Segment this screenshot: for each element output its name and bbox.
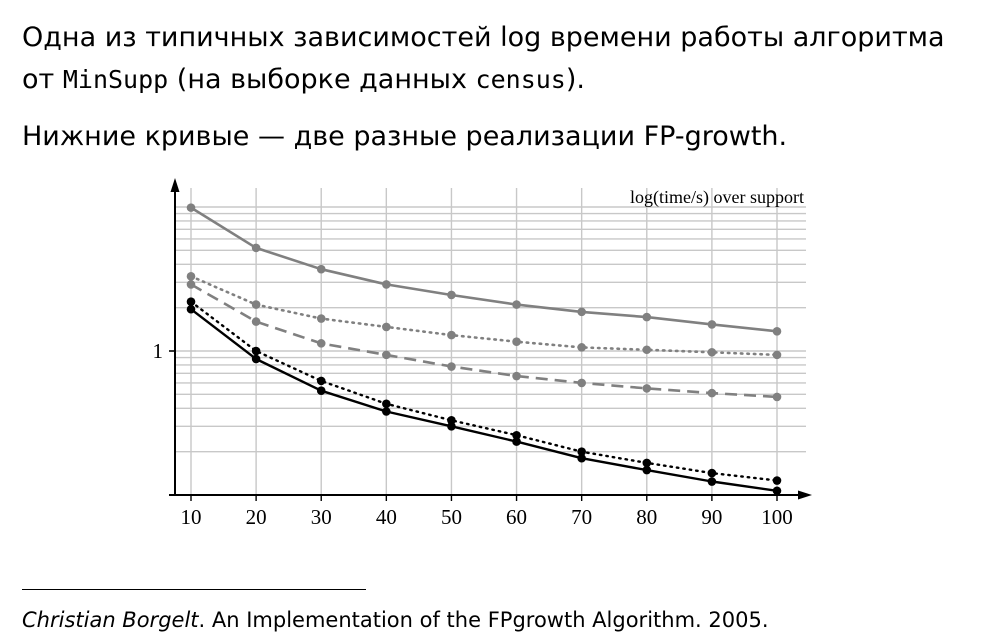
series-5-point bbox=[382, 407, 391, 416]
series-4-point bbox=[316, 376, 326, 386]
series-5-point bbox=[447, 421, 456, 431]
series-2-point bbox=[186, 272, 196, 281]
series-4-point bbox=[577, 447, 586, 456]
footnote-author: Christian Borgelt bbox=[22, 608, 199, 632]
slide-text-line-2: от MinSupp (на выборке данных census). bbox=[22, 60, 585, 100]
series-3-point bbox=[707, 388, 717, 398]
series-4-point bbox=[772, 476, 782, 485]
series-1-point bbox=[512, 300, 521, 309]
series-4-point bbox=[447, 416, 456, 425]
series-4-point bbox=[642, 458, 652, 468]
series-1-point bbox=[186, 203, 196, 212]
series-3-point bbox=[251, 317, 261, 326]
series-2-point bbox=[251, 300, 261, 309]
x-tick-label: 50 bbox=[441, 505, 462, 529]
footnote-text: . An Implementation of the FPgrowth Algo… bbox=[198, 608, 769, 632]
x-tick-label: 40 bbox=[376, 505, 397, 529]
series-5-point bbox=[772, 486, 782, 496]
series-4-line bbox=[189, 300, 779, 482]
series-3-point bbox=[512, 371, 521, 381]
series-4-point bbox=[382, 399, 391, 409]
series-4-point bbox=[186, 297, 196, 306]
x-tick-label: 70 bbox=[571, 505, 592, 529]
y-axis-arrow bbox=[170, 178, 180, 192]
series-5-point bbox=[251, 354, 261, 364]
series-3-point bbox=[772, 392, 782, 402]
series-3-point bbox=[316, 339, 326, 348]
series-1-point bbox=[772, 327, 782, 336]
line-2-middle: (на выборке данных bbox=[168, 64, 476, 95]
series-3-point bbox=[186, 280, 196, 289]
series-4-point bbox=[512, 430, 521, 440]
series-1-point bbox=[251, 243, 261, 253]
series-5-point bbox=[512, 437, 521, 446]
footnote-rule bbox=[22, 589, 366, 590]
series-3-point bbox=[642, 384, 652, 393]
series-3-point bbox=[382, 350, 391, 360]
series-1-point bbox=[316, 264, 326, 274]
census-code: census bbox=[475, 65, 566, 94]
series-2-line bbox=[189, 274, 779, 357]
y-tick-label: 1 bbox=[153, 339, 164, 363]
series-5-point bbox=[186, 304, 196, 314]
line-2-suffix: ). bbox=[565, 64, 585, 95]
series-1-point bbox=[707, 320, 717, 329]
slide-text-line-1: Одна из типичных зависимостей log времен… bbox=[22, 22, 945, 53]
x-tick-label: 100 bbox=[761, 505, 793, 529]
series-5-point bbox=[642, 465, 652, 475]
series-5-line bbox=[190, 308, 778, 492]
series-2-point bbox=[707, 347, 717, 357]
chart-title: log(time/s) over support bbox=[630, 187, 804, 208]
x-tick-label: 10 bbox=[181, 505, 202, 529]
series-1-point bbox=[382, 280, 391, 289]
line-2-prefix: от bbox=[22, 64, 63, 95]
series-1-point bbox=[447, 290, 456, 300]
series-4-point bbox=[707, 468, 717, 478]
slide-text-line-3: Нижние кривые — две разные реализации FP… bbox=[22, 121, 788, 152]
series-1-line bbox=[190, 206, 778, 333]
series-5-point bbox=[577, 453, 586, 463]
series-1-point bbox=[642, 312, 652, 322]
series-2-point bbox=[447, 330, 456, 340]
footnote: Christian Borgelt. An Implementation of … bbox=[22, 606, 769, 634]
series-3-point bbox=[577, 378, 586, 388]
series-4-point bbox=[251, 346, 261, 356]
series-2-point bbox=[772, 350, 782, 360]
series-5-point bbox=[707, 477, 717, 486]
x-tick-label: 60 bbox=[506, 505, 527, 529]
x-tick-label: 80 bbox=[636, 505, 657, 529]
series-2-point bbox=[316, 314, 326, 323]
series-2-point bbox=[642, 345, 652, 355]
x-axis-arrow bbox=[798, 490, 812, 500]
series-2-point bbox=[512, 337, 521, 347]
series-2-point bbox=[382, 322, 391, 332]
series-2-point bbox=[577, 343, 586, 352]
minsupp-code: MinSupp bbox=[62, 65, 169, 94]
series-3-point bbox=[447, 362, 456, 371]
x-tick-label: 20 bbox=[246, 505, 267, 529]
series-5-point bbox=[316, 386, 326, 396]
x-tick-label: 90 bbox=[701, 505, 722, 529]
series-3-line bbox=[190, 283, 778, 399]
x-tick-label: 30 bbox=[311, 505, 332, 529]
series-1-point bbox=[577, 307, 586, 317]
